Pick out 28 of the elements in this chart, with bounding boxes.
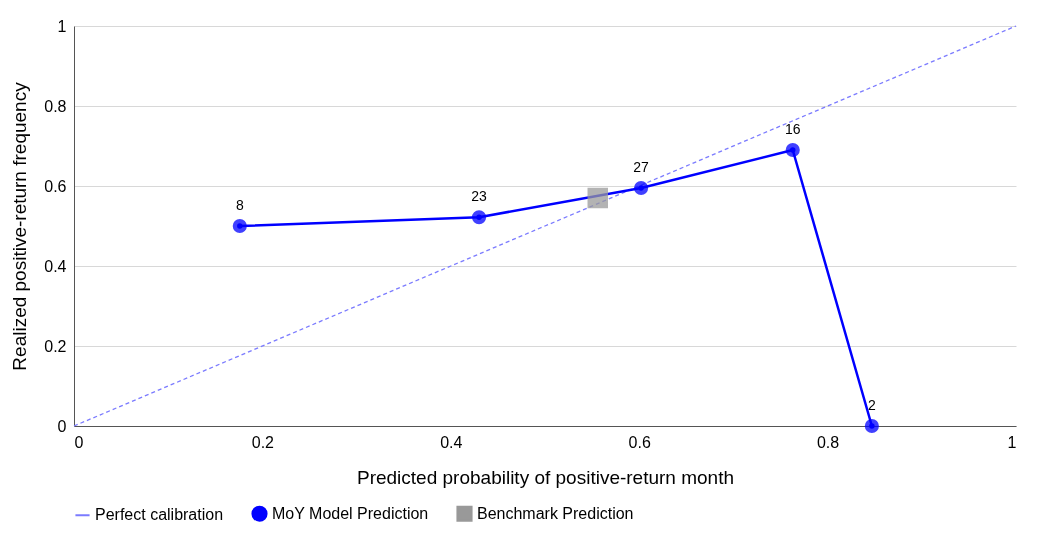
y-tick-label: 0 xyxy=(57,417,67,435)
x-tick-label: 0.8 xyxy=(816,433,840,451)
point xyxy=(471,210,487,225)
x-tick-label: 1 xyxy=(1007,433,1017,451)
annotation: 23 xyxy=(471,188,488,205)
annotation: 27 xyxy=(633,159,650,175)
point xyxy=(587,187,608,209)
y-tick-label: 0.2 xyxy=(44,337,67,355)
y-axis-title: Realized positive-return frequency xyxy=(9,81,31,371)
x-axis-title: Predicted probability of positive-return month xyxy=(356,466,735,488)
y-tick-label: 1 xyxy=(57,17,67,35)
y-tick-label: 0.8 xyxy=(44,97,67,115)
point xyxy=(634,180,649,196)
y-tick-label: 0.6 xyxy=(44,177,67,195)
legend-label: Benchmark Prediction xyxy=(477,504,634,522)
x-tick-label: 0.6 xyxy=(628,433,651,451)
x-tick-label: 0.2 xyxy=(251,433,275,451)
y-tick-label: 0.4 xyxy=(44,257,67,275)
annotation: 16 xyxy=(784,121,801,137)
point xyxy=(232,218,247,234)
point xyxy=(864,418,879,434)
x-tick-label: 0.4 xyxy=(440,433,463,451)
legend-label: Perfect calibration xyxy=(95,506,224,524)
x-tick-label: 0 xyxy=(74,433,84,451)
legend-label: MoY Model Prediction xyxy=(272,504,429,522)
point xyxy=(785,142,800,158)
annotation: 8 xyxy=(235,197,244,213)
annotation: 2 xyxy=(867,397,876,413)
